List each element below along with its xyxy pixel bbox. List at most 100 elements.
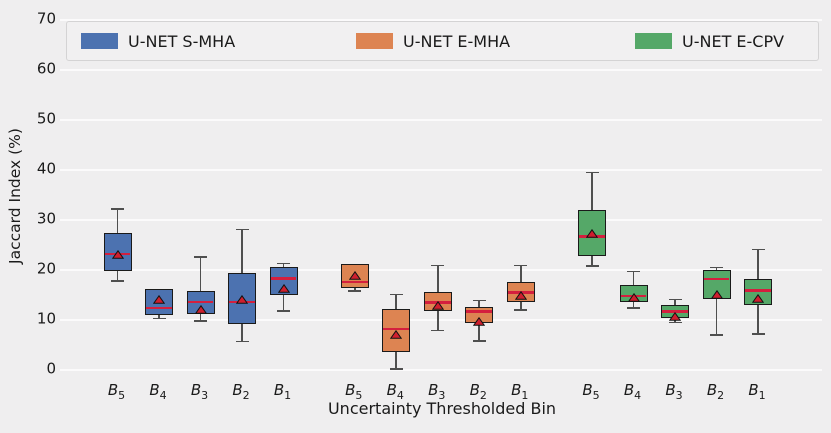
x-tick-label: B5	[345, 381, 363, 402]
mean-marker-triangle-icon	[627, 287, 640, 302]
median-line	[187, 300, 214, 304]
x-tick-label: B4	[623, 381, 642, 402]
x-tick-label: B2	[232, 381, 250, 402]
whisker-cap-bottom	[751, 333, 765, 335]
y-tick-label: 60	[36, 59, 56, 78]
legend-swatch-icon	[635, 33, 672, 49]
whisker-cap-top	[668, 298, 682, 301]
y-tick-label: 0	[46, 359, 56, 378]
mean-marker-triangle-icon	[194, 299, 207, 314]
whisker-cap-top	[277, 262, 290, 265]
whisker-cap-top	[585, 171, 599, 174]
median-line	[745, 289, 771, 292]
gridline	[60, 19, 822, 21]
x-tick-label: B3	[428, 381, 446, 402]
whisker-cap-bottom	[152, 317, 166, 320]
whisker-cap-top	[389, 293, 403, 296]
legend-swatch-icon	[356, 33, 393, 49]
legend-swatch-icon	[81, 33, 118, 49]
whisker-cap-bottom	[472, 340, 486, 342]
whisker-line	[715, 266, 718, 334]
x-tick-label: B2	[706, 381, 725, 402]
median-line	[466, 310, 493, 313]
legend: U-NET S-MHA U-NET E-MHA U-NET E-CPV	[66, 21, 819, 61]
x-tick-label: B3	[190, 381, 209, 402]
x-tick-label: B3	[665, 381, 683, 402]
mean-marker-triangle-icon	[473, 311, 486, 326]
median-line	[662, 310, 688, 313]
whisker-cap-top	[751, 248, 765, 251]
mean-marker-triangle-icon	[431, 295, 444, 310]
mean-marker-triangle-icon	[390, 324, 403, 339]
median-line	[703, 277, 730, 281]
y-tick-label: 50	[36, 109, 56, 128]
mean-marker-triangle-icon	[585, 223, 599, 238]
whisker-cap-top	[710, 266, 723, 269]
median-line	[383, 327, 410, 331]
mean-marker-triangle-icon	[710, 284, 723, 299]
mean-marker-triangle-icon	[514, 285, 527, 300]
legend-item: U-NET E-MHA	[356, 22, 510, 60]
legend-item: U-NET E-CPV	[635, 22, 784, 60]
gridline	[60, 119, 822, 121]
y-tick-label: 10	[36, 309, 56, 328]
x-tick-label: B1	[748, 381, 766, 402]
whisker-cap-top	[472, 299, 486, 302]
gridline	[60, 69, 822, 71]
gridline	[60, 369, 822, 371]
median-line	[146, 306, 172, 310]
gridline	[60, 169, 822, 171]
whisker-cap-bottom	[194, 320, 207, 322]
x-tick-label: B4	[149, 381, 167, 402]
mean-marker-triangle-icon	[111, 244, 124, 259]
whisker-cap-bottom	[431, 329, 445, 332]
x-axis-title: Uncertainty Thresholded Bin	[327, 399, 557, 418]
mean-marker-triangle-icon	[235, 289, 249, 304]
whisker-line	[199, 256, 202, 320]
whisker-cap-top	[235, 228, 249, 231]
mean-marker-triangle-icon	[152, 289, 166, 304]
y-tick-label: 70	[36, 9, 56, 28]
whisker-cap-bottom	[389, 368, 403, 370]
whisker-cap-bottom	[668, 321, 682, 324]
mean-marker-triangle-icon	[668, 306, 682, 321]
gridline	[60, 219, 822, 221]
whisker-cap-top	[514, 264, 528, 267]
y-tick-label: 40	[36, 159, 56, 178]
whisker-cap-bottom	[514, 309, 528, 311]
x-tick-label: B5	[107, 381, 126, 402]
x-tick-label: B4	[386, 381, 404, 402]
legend-label: U-NET E-CPV	[682, 31, 785, 51]
y-tick-label: 20	[36, 259, 56, 278]
x-tick-label: B2	[469, 381, 487, 402]
gridline	[60, 319, 822, 321]
whisker-cap-bottom	[348, 290, 362, 292]
mean-marker-triangle-icon	[751, 288, 765, 303]
legend-item: U-NET S-MHA	[81, 22, 235, 60]
median-line	[341, 280, 368, 284]
x-tick-label: B1	[273, 381, 292, 402]
x-tick-label: B5	[582, 381, 600, 402]
x-tick-label: B1	[511, 381, 529, 402]
box-u-net-s-mha-b1	[269, 266, 298, 295]
whisker-cap-bottom	[235, 340, 249, 343]
gridline	[60, 269, 822, 271]
whisker-cap-top	[111, 208, 124, 210]
legend-label: U-NET S-MHA	[128, 31, 236, 51]
legend-label: U-NET E-MHA	[403, 31, 511, 51]
whisker-cap-bottom	[710, 334, 723, 336]
median-line	[270, 277, 297, 280]
y-tick-label: 30	[36, 209, 56, 228]
whisker-cap-bottom	[277, 310, 290, 312]
whisker-cap-bottom	[111, 280, 124, 282]
mean-marker-triangle-icon	[277, 278, 290, 293]
mean-marker-triangle-icon	[348, 265, 361, 280]
box-u-net-s-mha-b2	[228, 273, 256, 324]
whisker-cap-top	[194, 256, 207, 258]
whisker-cap-top	[431, 264, 445, 267]
whisker-cap-top	[627, 270, 640, 273]
whisker-cap-bottom	[627, 307, 640, 309]
whisker-cap-bottom	[585, 265, 599, 267]
